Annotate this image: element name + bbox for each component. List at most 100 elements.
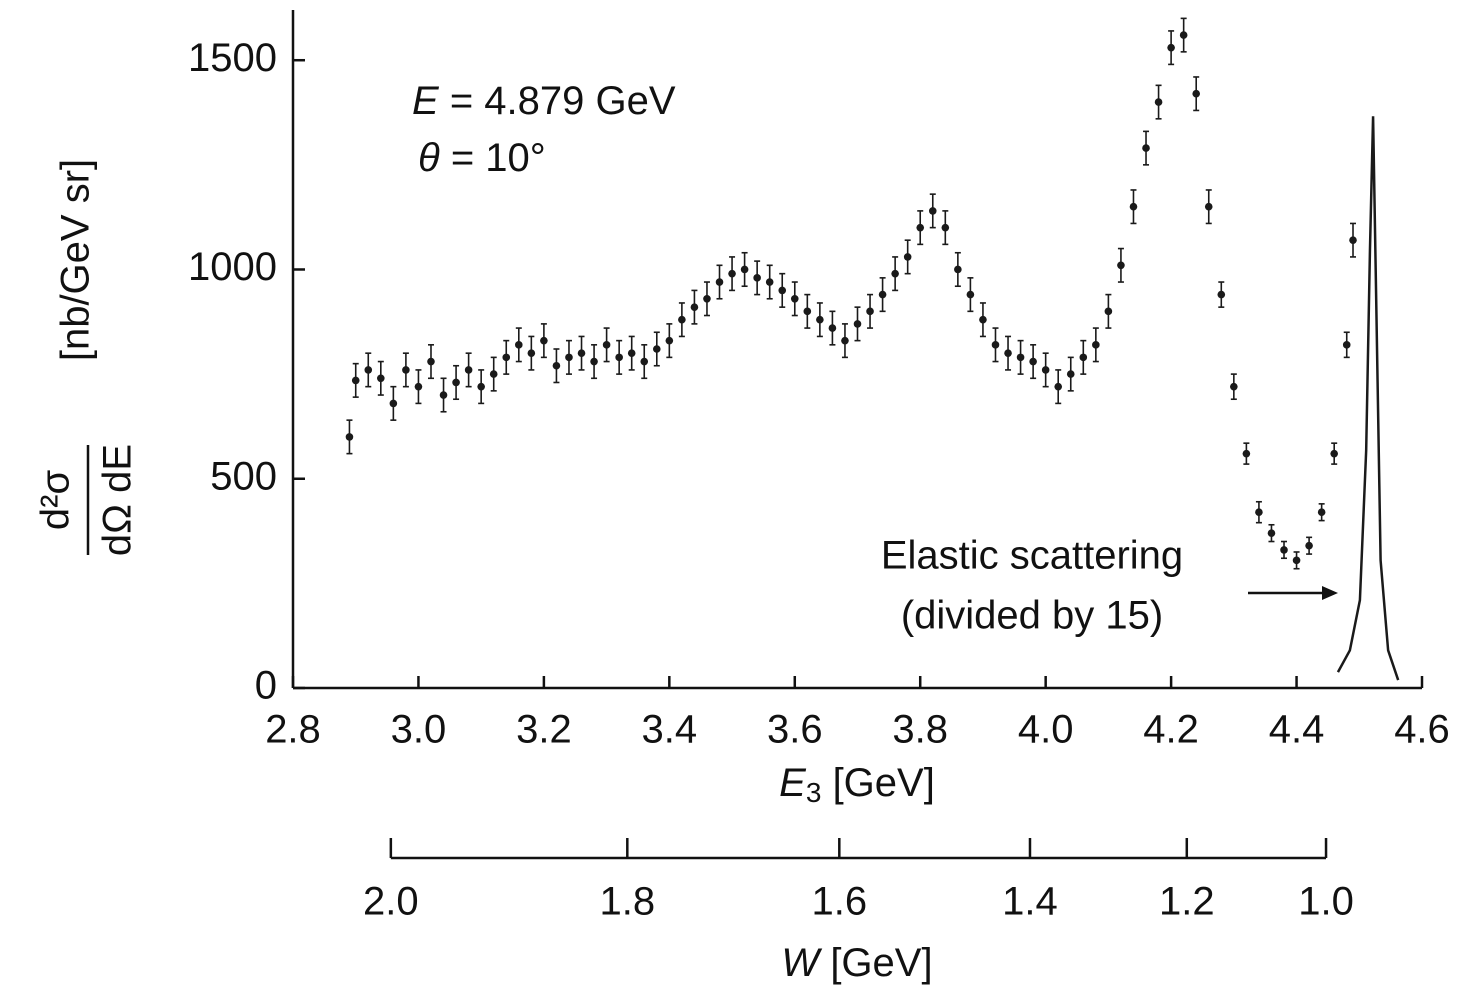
point <box>540 336 548 345</box>
point <box>891 269 899 278</box>
data-point <box>1092 327 1100 363</box>
data-point <box>565 339 573 375</box>
annotation-arrow <box>1248 586 1338 600</box>
point <box>816 315 824 324</box>
data-point <box>1280 540 1288 560</box>
y-tick-label: 0 <box>255 664 277 708</box>
data-point <box>489 356 498 392</box>
point <box>577 349 586 357</box>
data-point <box>464 352 473 388</box>
data-point <box>477 369 485 405</box>
point <box>991 341 1000 349</box>
data-point <box>703 281 711 317</box>
point <box>402 366 410 374</box>
point <box>728 269 736 278</box>
data-point <box>753 260 761 296</box>
data-point <box>577 335 586 371</box>
elastic-peak <box>1336 116 1400 681</box>
data-point <box>1255 500 1263 524</box>
point <box>1029 357 1037 366</box>
point <box>439 391 448 399</box>
x2-tick-label: 1.0 <box>1298 880 1354 924</box>
y-axis-denominator: dΩ dE <box>96 444 140 556</box>
data-point <box>1016 339 1025 375</box>
data-point <box>1129 189 1138 225</box>
elastic-annotation: (divided by 15) <box>901 594 1163 638</box>
point <box>502 353 511 362</box>
x2-tick-label: 1.4 <box>1002 880 1058 924</box>
data-point <box>615 339 623 375</box>
point <box>1204 202 1213 211</box>
data-point <box>1242 442 1251 465</box>
data-point <box>452 364 460 401</box>
point <box>627 349 636 357</box>
data-point <box>364 352 373 388</box>
data-point <box>1342 331 1351 359</box>
point <box>1117 261 1125 270</box>
point <box>954 265 962 274</box>
point <box>1230 382 1238 391</box>
point <box>615 353 623 362</box>
data-point <box>1167 30 1175 66</box>
x-tick-label: 4.0 <box>1018 708 1074 752</box>
data-point <box>690 289 699 325</box>
data-point <box>665 323 674 359</box>
point <box>1192 89 1200 98</box>
point <box>1242 449 1251 458</box>
data-point <box>765 264 774 300</box>
y-tick-label: 1500 <box>188 36 277 80</box>
data-point <box>928 193 937 229</box>
point <box>790 294 799 303</box>
point <box>1330 449 1338 458</box>
point <box>778 286 787 295</box>
data-point <box>790 281 799 317</box>
x2-tick-label: 1.2 <box>1159 880 1215 924</box>
data-point <box>803 293 812 329</box>
point <box>1349 236 1357 244</box>
point <box>1041 366 1050 374</box>
data-point <box>1330 442 1338 465</box>
data-point <box>1154 84 1163 120</box>
elastic-annotation: Elastic scattering <box>881 534 1183 578</box>
data-point <box>1041 352 1050 388</box>
point <box>377 374 385 383</box>
data-point <box>1305 536 1313 555</box>
point <box>515 341 523 349</box>
data-point <box>627 335 636 371</box>
point <box>803 307 812 316</box>
x2-tick-label: 2.0 <box>363 880 419 924</box>
y-axis-numerator: d²σ <box>34 470 78 531</box>
x-axis-space <box>821 761 832 805</box>
point <box>364 366 373 374</box>
point <box>652 345 661 353</box>
data-point <box>715 264 724 300</box>
point <box>1342 341 1351 349</box>
point <box>1016 353 1025 362</box>
point <box>590 357 598 366</box>
point <box>1104 307 1113 316</box>
point <box>351 376 360 385</box>
data-point <box>1292 551 1301 570</box>
point <box>665 336 674 345</box>
data-point <box>966 277 975 313</box>
point <box>828 324 837 332</box>
data-point <box>841 323 849 359</box>
data-point <box>1054 369 1063 405</box>
x-tick-label: 4.6 <box>1394 708 1450 752</box>
energy-text: = 4.879 GeV <box>450 79 676 123</box>
data-point <box>1004 335 1012 371</box>
data-point <box>590 344 598 380</box>
y-axis-title: [nb/GeV sr] d²σ dΩ dE <box>34 159 140 556</box>
point <box>1255 508 1263 517</box>
point <box>1142 144 1150 152</box>
data-point <box>351 362 360 398</box>
data-point <box>853 306 862 342</box>
x-tick-label: 3.8 <box>892 708 948 752</box>
x-tick-label: 4.4 <box>1269 708 1325 752</box>
data-point <box>866 293 874 329</box>
point <box>678 315 686 324</box>
point <box>1167 43 1175 52</box>
data-point <box>1179 17 1188 53</box>
data-point <box>414 369 423 405</box>
data-point <box>439 377 448 413</box>
